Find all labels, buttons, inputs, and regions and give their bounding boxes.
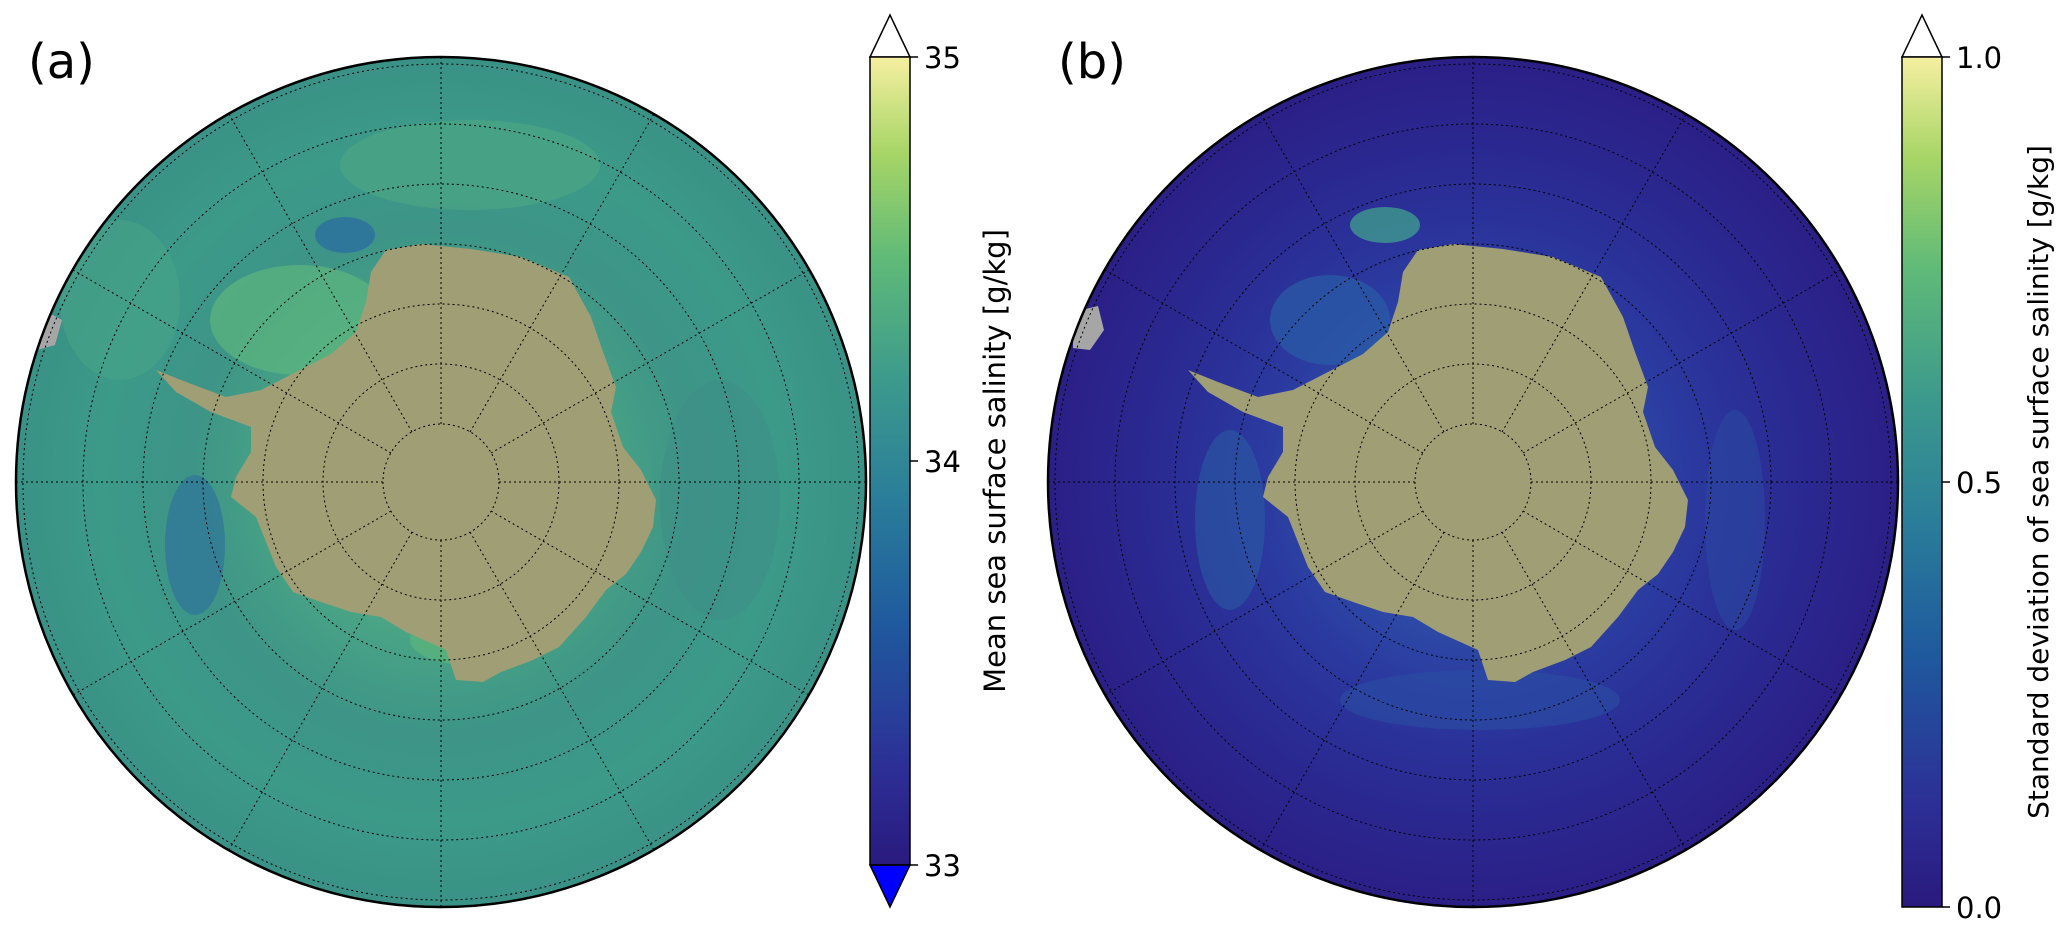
colorbar-gradient [1902,57,1942,907]
colorbar-label: Mean sea surface salinity [g/kg] [978,229,1012,693]
colorbar-tick-label: 0.5 [1956,466,2002,500]
colorbar-extend-max [868,13,912,58]
salinity-std-patch [1350,207,1420,243]
colorbar-gradient [870,57,910,865]
colorbar-tick-label: 1.0 [1956,41,2002,75]
colorbar-tick-label: 33 [924,849,961,883]
colorbar-label: Standard deviation of sea surface salini… [2022,145,2055,819]
salinity-std-patch [1195,430,1265,610]
map-b [1046,55,1900,909]
panel-b: (b) [1046,13,2055,925]
salinity-std-patch [1270,275,1390,365]
map-boundary-a [14,55,868,909]
graticule-a [16,57,866,907]
colorbar-extend-min [868,864,912,909]
salinity-std-patch [1340,670,1620,730]
map-boundary-b [1046,55,1900,909]
salinity-patch [340,120,600,210]
panel-label-a: (a) [28,34,95,90]
colorbar-tick-label: 34 [924,445,961,479]
colorbar-b: 1.0 0.5 0.0 Standard deviation of sea su… [1900,13,2055,925]
salinity-std-patch [1705,410,1765,630]
map-a [14,55,868,909]
salinity-patch [165,475,225,615]
panel-a: (a) [14,13,1012,909]
colorbar-extend-max [1900,13,1944,58]
colorbar-tick-label: 35 [924,41,961,75]
colorbar-tick-label: 0.0 [1956,891,2002,925]
colorbar-a: 35 34 33 Mean sea surface salinity [g/kg… [868,13,1012,909]
graticule-b [1048,57,1898,907]
salinity-patch [60,220,180,380]
panel-label-b: (b) [1058,34,1126,90]
salinity-patch [315,217,375,253]
salinity-patch [660,380,780,620]
